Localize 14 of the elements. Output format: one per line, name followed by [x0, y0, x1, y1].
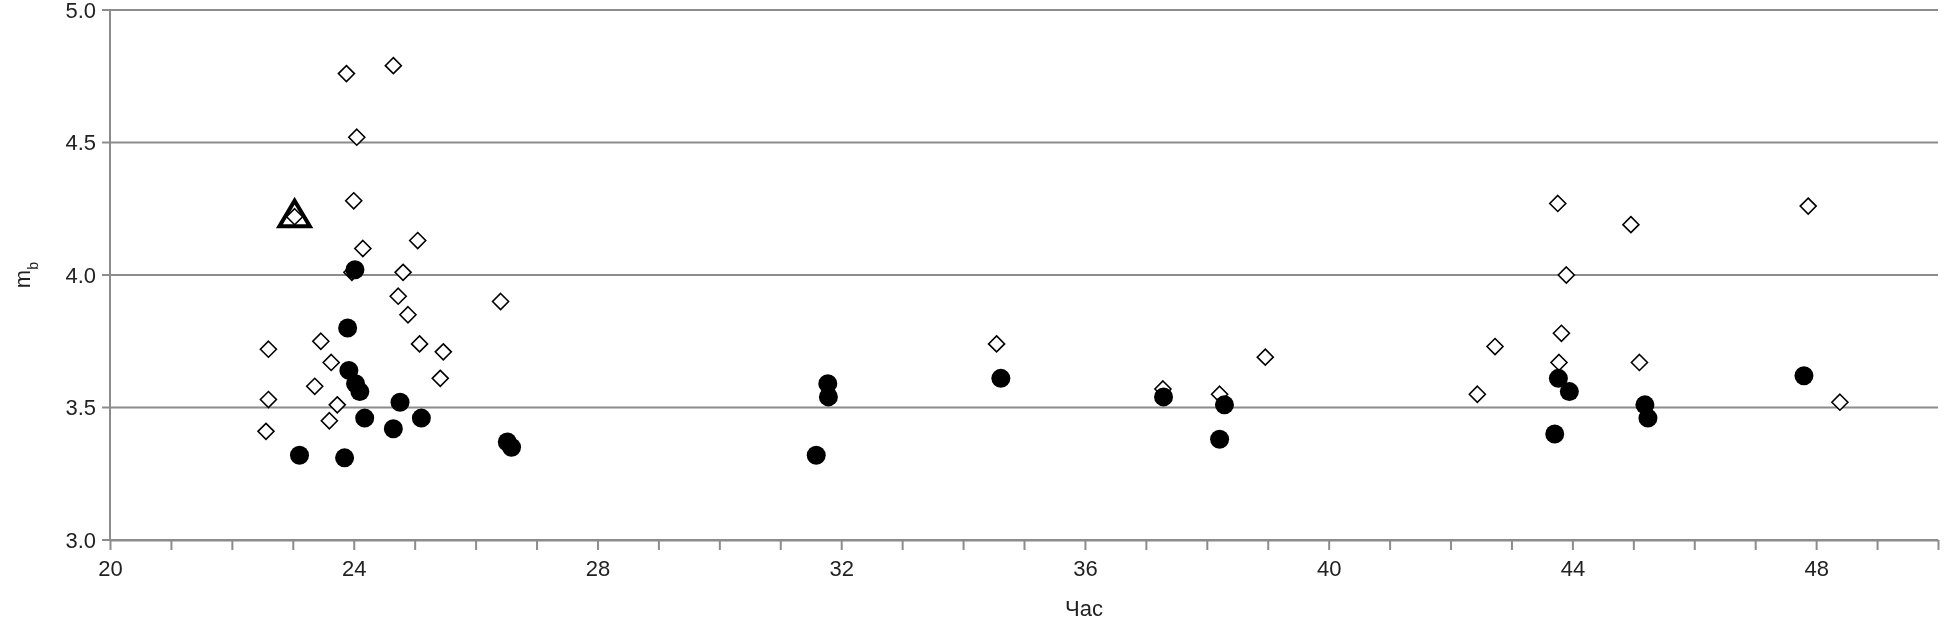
y-tick-label: 4.5 — [65, 130, 96, 156]
y-tick-label: 4.0 — [65, 262, 96, 288]
x-tick-label: 20 — [98, 555, 123, 581]
x-tick-label: 40 — [1316, 555, 1342, 581]
y-tick-label: 3.0 — [65, 527, 96, 553]
y-tick-label: 3.5 — [65, 395, 96, 421]
x-axis-title: Час — [1065, 596, 1103, 621]
x-tick-label: 36 — [1073, 555, 1098, 581]
y-tick-label: 5.0 — [65, 0, 96, 23]
x-tick-label: 44 — [1560, 555, 1586, 581]
x-tick-label: 48 — [1804, 555, 1829, 581]
x-tick-label: 28 — [585, 555, 611, 581]
x-tick-label: 32 — [829, 555, 854, 581]
x-tick-label: 24 — [341, 555, 367, 581]
